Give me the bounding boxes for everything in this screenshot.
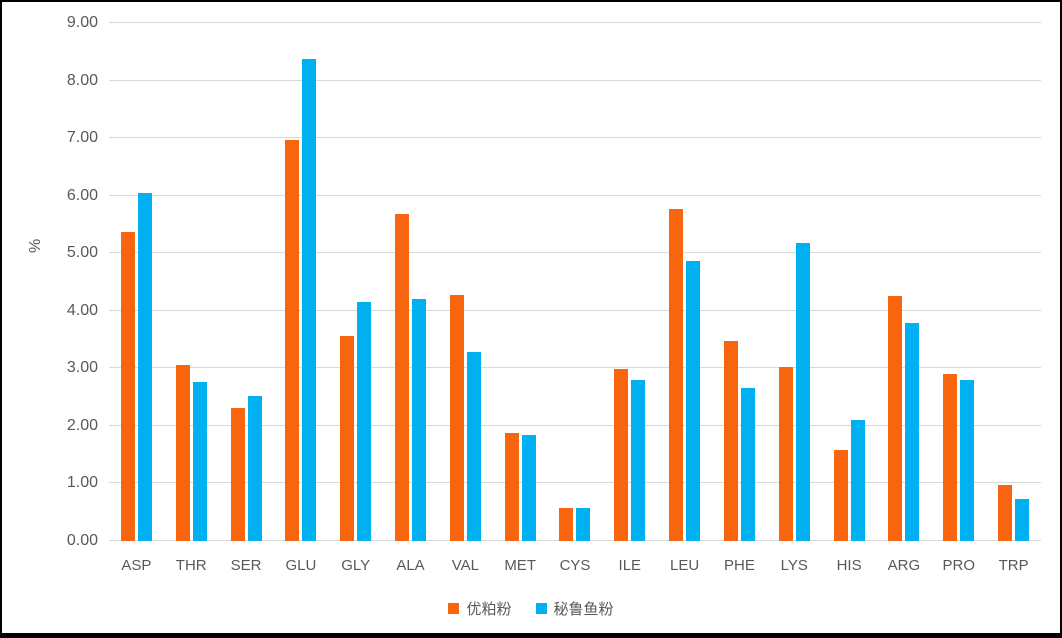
y-axis: 0.00 1.00 2.00 3.00 4.00 5.00 6.00 7.00 8.00 9.00 (2, 15, 98, 549)
bar-group-SER (219, 23, 274, 541)
legend-item-优粕粉: 优粕粉 (448, 598, 512, 619)
bar-PHE-优粕粉 (723, 341, 738, 541)
gridline (109, 194, 1041, 196)
bar-group-VAL (438, 23, 493, 541)
x-label-ALA: ALA (396, 557, 425, 574)
bar-TRP-优粕粉 (998, 485, 1013, 541)
bar-CYS-优粕粉 (559, 508, 574, 541)
bar-MET-优粕粉 (504, 433, 519, 541)
bar-GLY-优粕粉 (340, 336, 355, 541)
bar-ARG-优粕粉 (888, 295, 903, 541)
bar-THR-秘鲁鱼粉 (192, 382, 207, 541)
bar-group-GLU (273, 23, 328, 541)
bar-group-MET (493, 23, 548, 541)
x-label-SER: SER (230, 557, 262, 574)
bar-GLY-秘鲁鱼粉 (357, 301, 372, 541)
bar-group-GLY (328, 23, 383, 541)
y-tick-label: 6.00 (66, 186, 98, 204)
bar-LEU-秘鲁鱼粉 (686, 261, 701, 541)
gridline (109, 540, 1041, 541)
bar-GLU-秘鲁鱼粉 (302, 58, 317, 541)
y-tick-label: 0.00 (66, 532, 98, 549)
bar-CYS-秘鲁鱼粉 (576, 508, 591, 541)
bar-HIS-优粕粉 (833, 449, 848, 541)
x-label-HIS: HIS (836, 557, 862, 574)
y-tick-label: 5.00 (66, 244, 98, 262)
x-label-MET: MET (504, 557, 536, 574)
x-label-LEU: LEU (670, 557, 700, 574)
x-label-PHE: PHE (724, 557, 755, 574)
x-axis: ASP THR SER GLU GLY ALA VAL MET CYS ILE LEU PHE LYS H… (109, 557, 1041, 577)
bar-LYS-秘鲁鱼粉 (795, 242, 810, 541)
bar-ILE-优粕粉 (614, 368, 629, 541)
x-label-THR: THR (175, 557, 207, 574)
bar-PHE-秘鲁鱼粉 (740, 387, 755, 541)
x-label-GLY: GLY (341, 557, 371, 574)
x-label-ILE: ILE (618, 557, 642, 574)
gridline (109, 482, 1041, 484)
bar-PRO-秘鲁鱼粉 (960, 379, 975, 541)
bar-ASP-优粕粉 (120, 231, 135, 541)
x-label-GLU: GLU (285, 557, 317, 574)
x-label-TRP: TRP (998, 557, 1029, 574)
bar-LEU-优粕粉 (669, 209, 684, 541)
y-tick-label: 2.00 (66, 416, 98, 434)
legend-label: 优粕粉 (466, 601, 512, 618)
bar-ILE-秘鲁鱼粉 (631, 379, 646, 541)
bar-VAL-秘鲁鱼粉 (466, 352, 481, 541)
x-label-ASP: ASP (121, 557, 152, 574)
bar-LYS-优粕粉 (778, 367, 793, 541)
x-label-VAL: VAL (451, 557, 479, 574)
gridline (109, 79, 1041, 81)
x-label-LYS: LYS (780, 557, 808, 574)
bar-GLU-优粕粉 (285, 139, 300, 541)
bar-group-ALA (383, 23, 438, 541)
bar-THR-优粕粉 (175, 365, 190, 541)
gridline (109, 424, 1041, 426)
bar-group-LEU (657, 23, 712, 541)
bar-PRO-优粕粉 (943, 373, 958, 541)
legend-swatch-icon (448, 603, 460, 614)
bar-SER-秘鲁鱼粉 (247, 395, 262, 541)
legend-label: 秘鲁鱼粉 (553, 601, 614, 618)
bar-SER-优粕粉 (230, 408, 245, 541)
bar-HIS-秘鲁鱼粉 (850, 419, 865, 541)
bar-group-PHE (712, 23, 767, 541)
legend: 优粕粉 秘鲁鱼粉 (2, 598, 1060, 619)
bar-ALA-优粕粉 (395, 213, 410, 541)
bar-TRP-秘鲁鱼粉 (1015, 499, 1030, 541)
x-label-PRO: PRO (942, 557, 975, 574)
bar-ALA-秘鲁鱼粉 (412, 298, 427, 541)
bar-group-PRO (931, 23, 986, 541)
y-tick-label: 4.00 (66, 301, 98, 319)
y-tick-label: 9.00 (66, 14, 98, 31)
bar-group-THR (164, 23, 219, 541)
y-tick-label: 7.00 (66, 129, 98, 147)
bar-ARG-秘鲁鱼粉 (905, 322, 920, 541)
x-label-CYS: CYS (559, 557, 591, 574)
plot-area (109, 22, 1041, 541)
bar-VAL-优粕粉 (449, 294, 464, 541)
y-tick-label: 1.00 (66, 474, 98, 492)
gridline (109, 252, 1041, 254)
gridline (109, 367, 1041, 369)
legend-swatch-icon (535, 603, 547, 614)
gridline (109, 137, 1041, 139)
bar-MET-秘鲁鱼粉 (521, 434, 536, 541)
x-label-ARG: ARG (887, 557, 921, 574)
bar-group-CYS (548, 23, 603, 541)
gridline (109, 22, 1041, 23)
bar-ASP-秘鲁鱼粉 (137, 193, 152, 541)
bar-group-ASP (109, 23, 164, 541)
y-tick-label: 3.00 (66, 359, 98, 377)
bar-group-ILE (602, 23, 657, 541)
legend-item-秘鲁鱼粉: 秘鲁鱼粉 (535, 598, 614, 619)
gridline (109, 309, 1041, 311)
bar-group-ARG (877, 23, 932, 541)
y-tick-label: 8.00 (66, 71, 98, 89)
bar-group-LYS (767, 23, 822, 541)
bar-group-HIS (822, 23, 877, 541)
bar-group-TRP (986, 23, 1041, 541)
